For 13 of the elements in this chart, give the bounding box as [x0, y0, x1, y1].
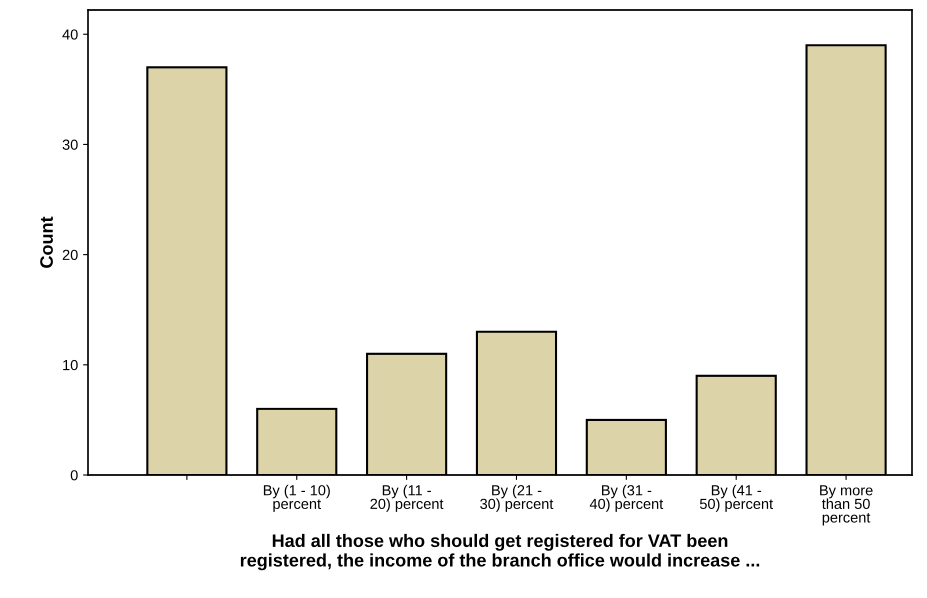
x-tick-label: By more than 50 percent	[820, 485, 873, 526]
y-tick-label: 40	[62, 29, 78, 40]
x-tick-label: By (1 - 10) percent	[264, 484, 330, 512]
x-tick-label: By (41 - 50) percent	[700, 484, 773, 512]
y-tick-label: 30	[62, 140, 78, 150]
y-axis-title: Count	[40, 216, 53, 268]
x-axis-title: Had all those who should get registered for VAT been registered, the income of the branch office would increase ...	[240, 534, 760, 570]
y-tick-label: 10	[63, 360, 78, 370]
y-tick-label: 20	[62, 250, 78, 260]
y-tick-label: 0	[70, 470, 78, 480]
x-tick-label: By (31 - 40) percent	[590, 484, 664, 512]
x-tick-label: By (11 - 20) percent	[370, 484, 444, 512]
x-tick-label: By (21 - 30) percent	[480, 484, 554, 512]
